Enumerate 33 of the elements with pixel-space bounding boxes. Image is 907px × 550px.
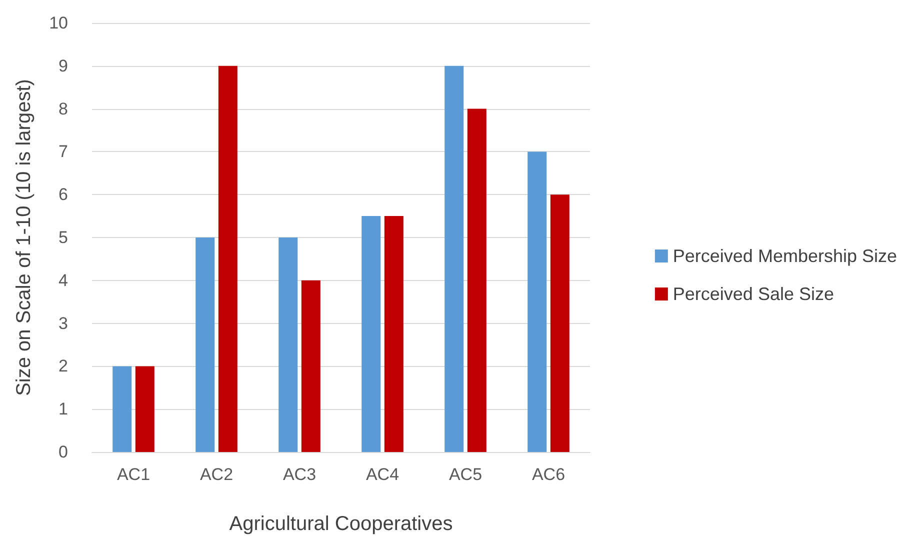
legend-label: Perceived Membership Size xyxy=(672,246,898,266)
y-tick-label: 7 xyxy=(58,142,68,162)
x-tick-label: AC3 xyxy=(282,465,316,484)
y-tick-label: 6 xyxy=(58,185,68,204)
x-tick-label: AC4 xyxy=(366,465,400,484)
y-tick-label: 5 xyxy=(58,228,68,247)
bar xyxy=(528,152,547,452)
legend-label: Perceived Sale Size xyxy=(672,284,834,304)
bar xyxy=(444,66,464,452)
x-tick-label: AC1 xyxy=(116,465,150,484)
x-tick-label: AC2 xyxy=(200,465,234,484)
y-tick-label: 8 xyxy=(58,99,68,118)
bar xyxy=(550,194,570,452)
y-axis-title: Size on Scale of 1-10 (10 is largest) xyxy=(13,79,35,396)
x-tick-label: AC6 xyxy=(532,465,566,484)
bar xyxy=(135,366,154,452)
y-tick-label: 10 xyxy=(49,14,68,32)
y-tick-label: 0 xyxy=(58,442,68,462)
x-axis-title: Agricultural Cooperatives xyxy=(229,513,453,535)
y-tick-label: 4 xyxy=(58,270,68,290)
x-tick-label: AC5 xyxy=(448,465,482,484)
y-tick-label: 9 xyxy=(58,56,68,76)
bar xyxy=(112,366,132,452)
bar xyxy=(362,216,381,452)
bar xyxy=(196,238,215,452)
y-tick-label: 3 xyxy=(58,314,68,333)
bar xyxy=(278,238,298,452)
bar xyxy=(301,280,320,452)
y-tick-label: 2 xyxy=(58,356,68,376)
bar xyxy=(218,66,238,452)
bar xyxy=(467,108,486,452)
bar xyxy=(384,216,404,452)
y-tick-label: 1 xyxy=(58,400,68,419)
